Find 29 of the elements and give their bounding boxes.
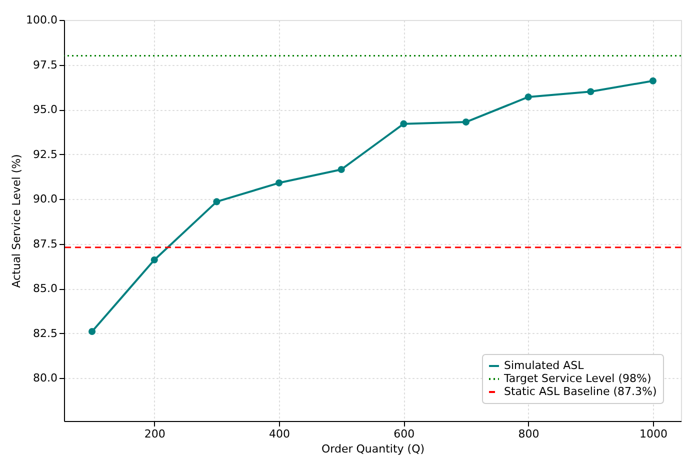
point <box>88 328 96 336</box>
x-tick-label: 800 <box>518 428 540 440</box>
y-axis-title: Actual Service Level (%) <box>10 154 24 288</box>
y-tick-label: 87.5 <box>33 237 58 250</box>
point <box>462 118 470 126</box>
legend-label: Target Service Level (98%) <box>503 372 652 385</box>
y-tick-label: 92.5 <box>33 148 58 161</box>
point <box>275 179 283 186</box>
point <box>587 88 594 96</box>
point <box>524 93 532 101</box>
x-tick-label: 1000 <box>639 428 668 440</box>
point <box>400 120 408 128</box>
point <box>213 198 220 206</box>
y-tick-label: 100.0 <box>26 14 58 26</box>
y-tick-label: 82.5 <box>33 326 58 340</box>
legend-label: Simulated ASL <box>504 359 585 372</box>
y-tick-label: 80.0 <box>33 372 58 385</box>
point <box>338 166 345 174</box>
y-tick-label: 97.5 <box>33 58 58 72</box>
x-tick-label: 400 <box>269 428 290 440</box>
x-tick-label: 600 <box>394 428 415 440</box>
x-tick-label: 200 <box>144 428 166 440</box>
point <box>649 77 656 84</box>
y-tick-label: 95.0 <box>33 103 58 116</box>
y-tick-label: 85.0 <box>33 282 58 296</box>
x-axis-title: Order Quantity (Q) <box>321 442 425 456</box>
legend-label: Static ASL Baseline (87.3%) <box>504 385 657 398</box>
point <box>150 256 158 264</box>
y-tick-label: 90.0 <box>33 192 58 206</box>
